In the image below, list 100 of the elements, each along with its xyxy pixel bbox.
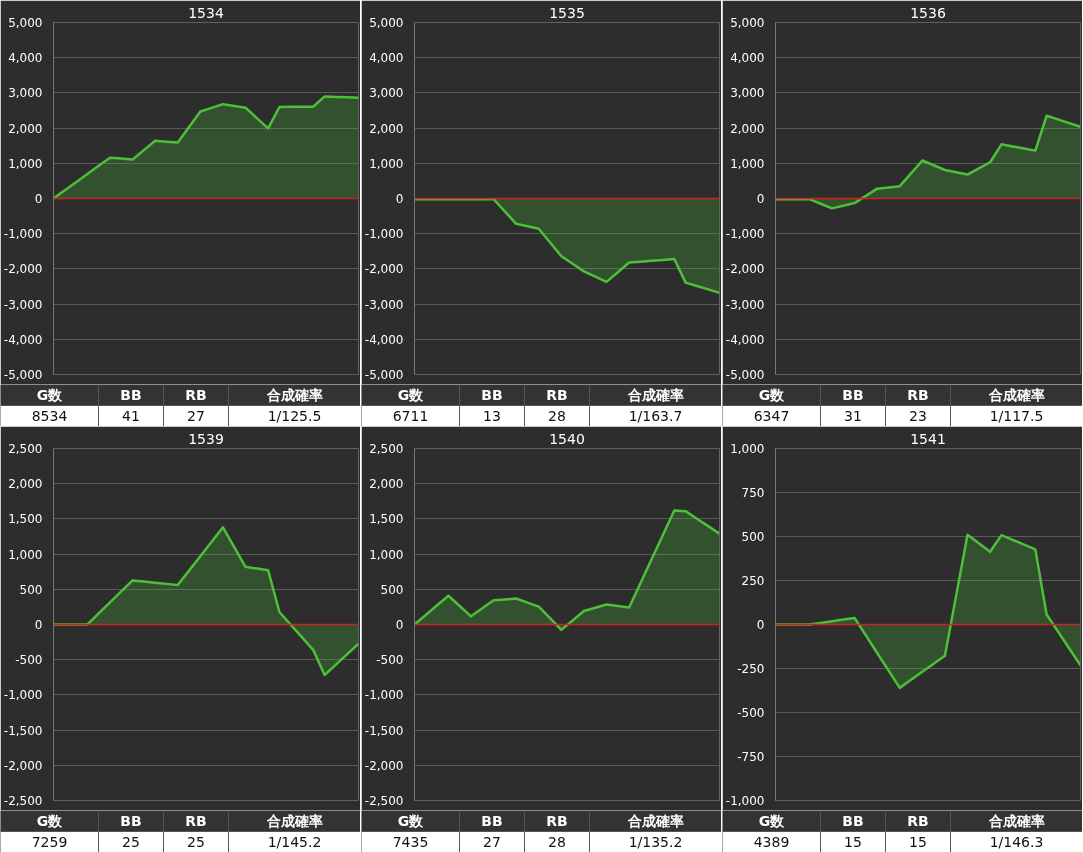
text: 31 <box>844 408 862 424</box>
text: RB <box>546 387 568 403</box>
chart-title: 1534 <box>188 4 224 21</box>
chart-title: 1541 <box>910 430 946 447</box>
text: 15 <box>909 834 927 850</box>
y-tick-label: -1,000 <box>364 227 404 242</box>
y-tick-label: -1,500 <box>3 723 43 738</box>
y-tick-label: -1,000 <box>3 688 43 703</box>
y-tick-label: -750 <box>737 750 765 764</box>
y-tick-label: -1,500 <box>364 723 404 738</box>
text: 23 <box>909 408 927 424</box>
y-tick-label: 750 <box>741 486 765 500</box>
text: RB <box>185 813 207 829</box>
text: G数 <box>36 387 64 403</box>
y-tick-label: -5,000 <box>725 368 765 382</box>
chart-title: 1535 <box>549 4 585 21</box>
y-tick-label: 1,000 <box>8 547 43 562</box>
text: 合成確率 <box>626 387 684 403</box>
y-tick-label: 5,000 <box>730 16 765 30</box>
y-tick-label: 4,000 <box>369 51 404 66</box>
y-tick-label: 2,000 <box>730 121 765 136</box>
text: 6711 <box>392 408 429 424</box>
chart-title: 1536 <box>910 4 946 21</box>
text: 25 <box>187 834 205 850</box>
y-tick-label: 1,000 <box>730 156 765 171</box>
text: 合成確率 <box>265 387 323 403</box>
y-tick-label: -3,000 <box>364 297 404 312</box>
text: 4389 <box>753 834 790 850</box>
y-tick-label: 1,000 <box>369 547 404 562</box>
y-tick-label: -1,000 <box>725 227 765 242</box>
y-tick-label: -5,000 <box>364 368 404 382</box>
y-tick-label: 2,500 <box>8 442 43 456</box>
text: BB <box>120 813 142 829</box>
y-tick-label: -2,000 <box>725 262 765 277</box>
text: 合成確率 <box>987 387 1045 403</box>
text: 28 <box>548 834 566 850</box>
y-tick-label: -500 <box>15 653 43 668</box>
y-tick-label: 5,000 <box>369 16 404 30</box>
y-tick-label: 500 <box>741 530 765 544</box>
y-tick-label: 1,000 <box>730 442 765 456</box>
y-tick-label: -2,000 <box>364 262 404 277</box>
text: 1/117.5 <box>989 408 1044 424</box>
text: 7435 <box>392 834 429 850</box>
y-tick-label: 3,000 <box>8 86 43 101</box>
y-tick-label: -5,000 <box>3 368 43 382</box>
y-tick-label: -2,000 <box>3 758 43 773</box>
text: G数 <box>36 813 64 829</box>
y-tick-label: -2,000 <box>364 758 404 773</box>
text: 1/145.2 <box>267 834 322 850</box>
y-tick-label: -1,000 <box>725 794 765 808</box>
y-tick-label: -1,000 <box>364 688 404 703</box>
text: 27 <box>483 834 501 850</box>
y-tick-label: 0 <box>395 618 404 632</box>
y-tick-label: -500 <box>376 653 404 668</box>
text: BB <box>842 387 864 403</box>
y-tick-label: 1,000 <box>369 156 404 171</box>
text: 8534 <box>31 408 68 424</box>
y-tick-label: 2,000 <box>8 121 43 136</box>
y-tick-label: -2,500 <box>364 794 404 808</box>
text: RB <box>546 813 568 829</box>
text: BB <box>842 813 864 829</box>
y-tick-label: -2,500 <box>3 794 43 808</box>
y-tick-label: -3,000 <box>725 297 765 312</box>
y-tick-label: 3,000 <box>369 86 404 101</box>
y-tick-label: 0 <box>756 192 765 206</box>
y-tick-label: 250 <box>741 574 765 588</box>
text: 合成確率 <box>265 813 323 829</box>
text: 1/146.3 <box>989 834 1044 850</box>
text: 6347 <box>753 408 790 424</box>
text: 28 <box>548 408 566 424</box>
text: RB <box>185 387 207 403</box>
text: BB <box>120 387 142 403</box>
text: G数 <box>397 813 425 829</box>
y-tick-label: -2,000 <box>3 262 43 277</box>
text: 1/125.5 <box>267 408 322 424</box>
y-tick-label: -250 <box>737 662 765 676</box>
text: 41 <box>122 408 140 424</box>
text: 27 <box>187 408 205 424</box>
text: BB <box>481 387 503 403</box>
y-tick-label: -1,000 <box>3 227 43 242</box>
text: G数 <box>758 387 786 403</box>
y-tick-label: -4,000 <box>725 332 765 347</box>
y-tick-label: 5,000 <box>8 16 43 30</box>
text: G数 <box>758 813 786 829</box>
y-tick-label: 2,000 <box>369 121 404 136</box>
y-tick-label: 1,500 <box>8 512 43 527</box>
y-tick-label: 2,000 <box>369 477 404 492</box>
y-tick-label: 0 <box>756 618 765 632</box>
y-tick-label: 1,500 <box>369 512 404 527</box>
text: RB <box>907 387 929 403</box>
text: 1/135.2 <box>628 834 683 850</box>
y-tick-label: 1,000 <box>8 156 43 171</box>
y-tick-label: 500 <box>380 582 404 597</box>
text: 1/163.7 <box>628 408 683 424</box>
y-tick-label: 4,000 <box>8 51 43 66</box>
text: G数 <box>397 387 425 403</box>
y-tick-label: 3,000 <box>730 86 765 101</box>
y-tick-label: -4,000 <box>364 332 404 347</box>
y-tick-label: 2,500 <box>369 442 404 456</box>
text: BB <box>481 813 503 829</box>
